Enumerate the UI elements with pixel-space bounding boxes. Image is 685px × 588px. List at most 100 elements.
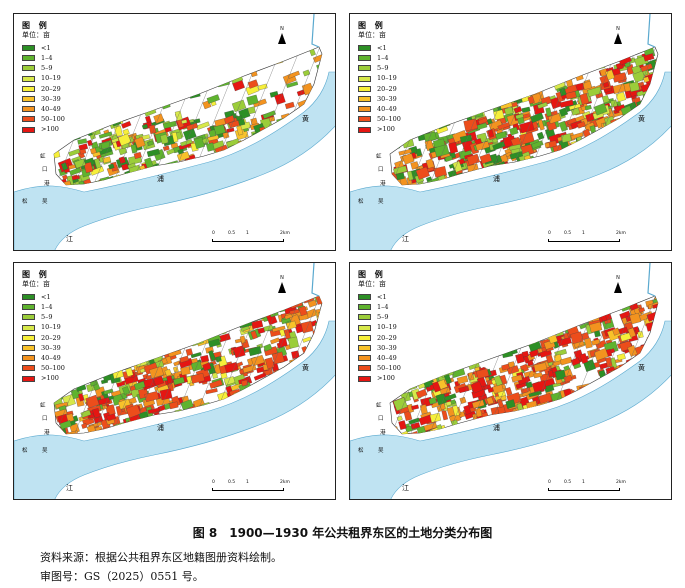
land-parcel	[117, 355, 125, 363]
land-parcel	[275, 179, 283, 185]
map-label-huangpu-left: 浦	[493, 424, 500, 432]
legend-swatch	[22, 75, 35, 82]
land-parcel	[121, 121, 132, 129]
land-parcel	[286, 429, 293, 434]
land-parcel	[651, 150, 658, 159]
land-parcel	[78, 393, 85, 402]
land-parcel	[640, 63, 653, 72]
legend-label: <1	[377, 43, 387, 52]
land-parcel	[518, 322, 527, 334]
land-parcel	[272, 325, 286, 333]
land-parcel	[520, 387, 529, 394]
land-parcel	[198, 308, 213, 320]
land-parcel	[316, 403, 322, 413]
land-parcel	[589, 425, 598, 434]
land-parcel	[607, 420, 616, 432]
land-parcel	[402, 153, 415, 165]
land-parcel	[181, 119, 188, 124]
map-panel-1910: 图 例单位：亩 <1 1–4 5–9 10–19 20–29 30–39 40–49 50–10…	[349, 13, 672, 251]
land-parcel	[202, 362, 212, 372]
land-parcel	[208, 319, 215, 325]
land-parcel	[200, 354, 210, 363]
land-parcel	[294, 410, 309, 421]
land-parcel	[237, 305, 251, 317]
land-parcel	[636, 170, 643, 176]
legend-swatch	[358, 314, 371, 321]
land-parcel	[414, 373, 422, 382]
land-parcel	[234, 303, 243, 315]
land-parcel	[556, 69, 571, 83]
legend-unit: 单位：亩	[22, 280, 50, 288]
map-label-huangpu-left: 浦	[157, 175, 164, 183]
land-parcel	[533, 362, 548, 373]
land-parcel	[549, 324, 562, 334]
land-parcel	[519, 330, 532, 339]
legend-swatch	[22, 365, 35, 372]
land-parcel	[424, 121, 430, 126]
land-parcel	[485, 332, 496, 343]
land-parcel	[634, 176, 647, 183]
land-parcel	[612, 327, 620, 336]
map-label-hongkou-b: 口	[378, 167, 384, 173]
land-parcel	[300, 320, 314, 334]
land-parcel	[263, 422, 275, 431]
arrow-up-icon	[278, 33, 286, 44]
legend-swatch	[22, 294, 35, 301]
land-parcel	[65, 126, 77, 138]
land-parcel	[108, 163, 115, 170]
land-parcel	[441, 410, 448, 421]
scale-tick-label: 1	[246, 480, 249, 485]
land-parcel	[527, 95, 535, 105]
land-parcel	[465, 99, 477, 111]
land-parcel	[202, 324, 210, 335]
land-parcel	[251, 320, 264, 330]
land-parcel	[265, 177, 277, 185]
land-parcel	[622, 47, 636, 57]
land-parcel	[113, 354, 121, 364]
map-label-suzhou-c: 江	[402, 484, 409, 492]
land-parcel	[488, 88, 498, 98]
land-parcel	[71, 128, 79, 135]
legend-label: >100	[41, 374, 59, 383]
land-parcel	[448, 141, 459, 154]
land-parcel	[122, 386, 130, 395]
north-arrow-icon: N	[277, 275, 287, 293]
land-parcel	[313, 181, 322, 185]
land-parcel	[109, 103, 121, 110]
land-parcel	[519, 120, 535, 134]
land-parcel	[593, 432, 607, 434]
land-parcel	[287, 70, 300, 79]
land-parcel	[459, 348, 470, 360]
land-parcel	[467, 355, 477, 366]
land-parcel	[458, 385, 470, 394]
land-parcel	[589, 306, 604, 316]
north-letter: N	[616, 275, 620, 281]
land-parcel	[310, 173, 322, 182]
land-parcel	[85, 369, 96, 381]
land-parcel	[171, 131, 179, 143]
land-parcel	[629, 81, 640, 92]
land-parcel	[657, 57, 658, 64]
land-parcel	[295, 408, 309, 417]
land-parcel	[405, 379, 414, 389]
land-parcel	[221, 306, 230, 313]
land-parcel	[559, 99, 574, 108]
land-parcel	[398, 420, 407, 430]
scale-tick-label: 0	[212, 231, 215, 236]
land-parcel	[474, 351, 482, 357]
legend-label: 40–49	[377, 353, 397, 362]
land-parcel	[637, 159, 646, 171]
land-parcel	[449, 346, 464, 360]
land-parcel	[553, 317, 561, 327]
scale-tick-label: 1	[582, 480, 585, 485]
land-parcel	[488, 119, 503, 131]
land-parcel	[635, 160, 645, 169]
land-parcel	[180, 399, 194, 411]
land-parcel	[247, 79, 259, 89]
land-parcel	[507, 340, 520, 349]
land-parcel	[579, 48, 589, 60]
map-label-suzhou-a: 松	[358, 199, 364, 205]
land-parcel	[489, 334, 497, 346]
land-parcel	[579, 353, 589, 364]
land-parcel	[232, 345, 246, 359]
